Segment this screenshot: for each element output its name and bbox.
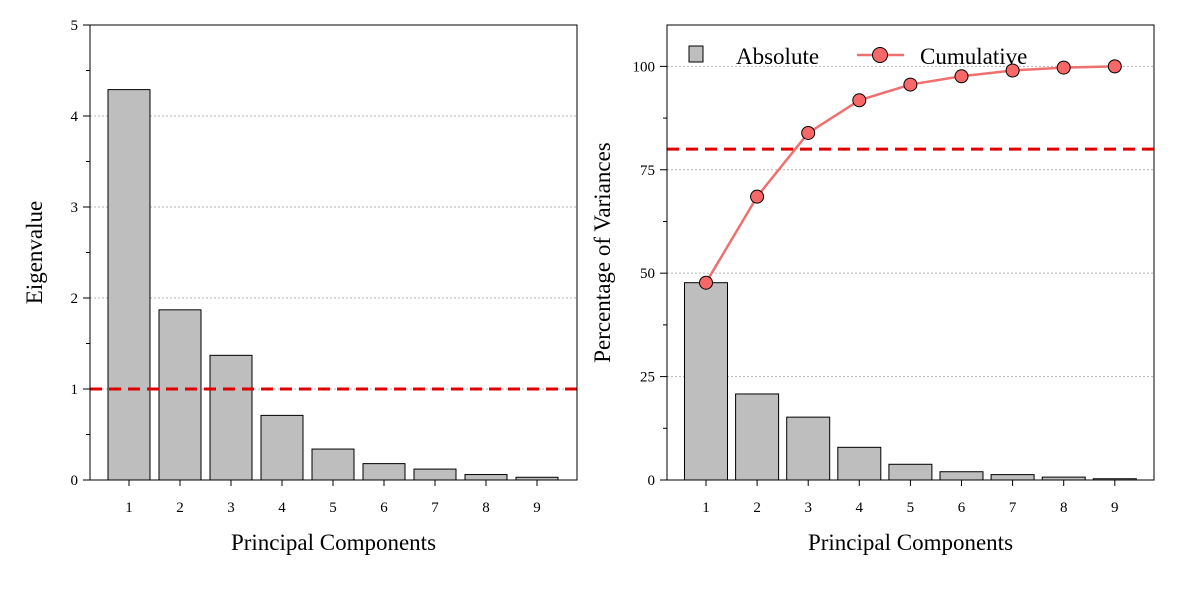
- y-tick-label: 3: [71, 200, 79, 216]
- x-tick-label: 3: [227, 500, 235, 516]
- cumulative-point: [801, 125, 816, 140]
- cumulative-point: [750, 189, 765, 204]
- x-tick-label: 8: [482, 500, 490, 516]
- y-tick-label: 50: [640, 266, 655, 282]
- bar: [413, 468, 457, 481]
- x-tick-label: 2: [753, 500, 761, 516]
- legend-absolute-swatch: [688, 45, 704, 63]
- bar: [735, 393, 780, 481]
- x-tick-label: 5: [329, 500, 337, 516]
- cumulative-point: [1056, 60, 1071, 75]
- y-tick-label: 25: [640, 370, 655, 386]
- bar: [990, 474, 1035, 481]
- x-tick-label: 1: [125, 500, 133, 516]
- x-tick-label: 9: [533, 500, 541, 516]
- cumulative-point: [954, 69, 969, 84]
- bar: [684, 282, 728, 481]
- x-tick-label: 9: [1111, 500, 1119, 516]
- left-x-axis: 1 2 3 4 5 6 7 8 9: [125, 480, 541, 516]
- bar: [362, 463, 406, 481]
- cumulative-point: [699, 275, 713, 290]
- legend-absolute-label: Absolute: [736, 44, 819, 69]
- bar: [786, 416, 831, 481]
- y-tick-label: 75: [640, 163, 655, 179]
- cumulative-point: [1005, 63, 1020, 78]
- y-tick-label: 100: [633, 59, 656, 75]
- cumulative-point: [852, 93, 867, 108]
- bar: [260, 414, 304, 481]
- cumulative-point: [1107, 59, 1122, 74]
- x-tick-label: 2: [176, 500, 184, 516]
- eigenvalue-chart: 0 1 2 3 4 5 1 2 3 4 5 6 7 8 9 Principal Components Ei…: [22, 18, 578, 555]
- y-tick-label: 2: [71, 291, 79, 307]
- bar: [209, 354, 253, 481]
- bar: [837, 446, 882, 481]
- right-gridlines: [667, 65, 1154, 378]
- x-tick-label: 3: [804, 500, 812, 516]
- x-tick-label: 4: [278, 500, 286, 516]
- bar: [464, 474, 508, 481]
- y-tick-label: 0: [71, 473, 79, 489]
- x-tick-label: 5: [907, 500, 915, 516]
- bar: [939, 471, 984, 481]
- x-tick-label: 7: [431, 500, 439, 516]
- x-tick-label: 8: [1060, 500, 1068, 516]
- y-tick-label: 1: [71, 382, 79, 398]
- legend-cumulative-label: Cumulative: [920, 44, 1027, 69]
- x-tick-label: 1: [702, 500, 710, 516]
- x-tick-label: 6: [958, 500, 966, 516]
- left-x-axis-label: Principal Components: [231, 530, 436, 555]
- legend-cumulative-marker: [872, 47, 888, 63]
- bar: [888, 463, 933, 481]
- bar: [107, 89, 151, 481]
- cumulative-series: [699, 59, 1122, 290]
- x-tick-label: 6: [380, 500, 388, 516]
- left-y-axis: 0 1 2 3 4 5: [71, 18, 90, 489]
- bar: [158, 309, 202, 481]
- legend: Absolute Cumulative: [688, 44, 1027, 69]
- cumulative-point: [903, 77, 918, 92]
- right-bars: [684, 282, 1137, 481]
- y-tick-label: 5: [71, 18, 79, 34]
- y-tick-label: 0: [648, 473, 656, 489]
- right-x-axis: 1 2 3 4 5 6 7 8 9: [702, 480, 1119, 516]
- y-tick-label: 4: [71, 109, 79, 125]
- right-x-axis-label: Principal Components: [808, 530, 1013, 555]
- x-tick-label: 7: [1009, 500, 1017, 516]
- variance-chart: 0 25 50 75 100 1 2 3 4 5 6 7 8 9 Principal Component…: [590, 24, 1155, 555]
- right-y-axis-label: Percentage of Variances: [590, 142, 615, 363]
- left-bars: [107, 89, 559, 481]
- right-y-axis: 0 25 50 75 100: [633, 59, 667, 489]
- left-y-axis-label: Eigenvalue: [22, 201, 47, 304]
- bar: [311, 448, 355, 481]
- x-tick-label: 4: [856, 500, 864, 516]
- cumulative-line: [704, 65, 1115, 284]
